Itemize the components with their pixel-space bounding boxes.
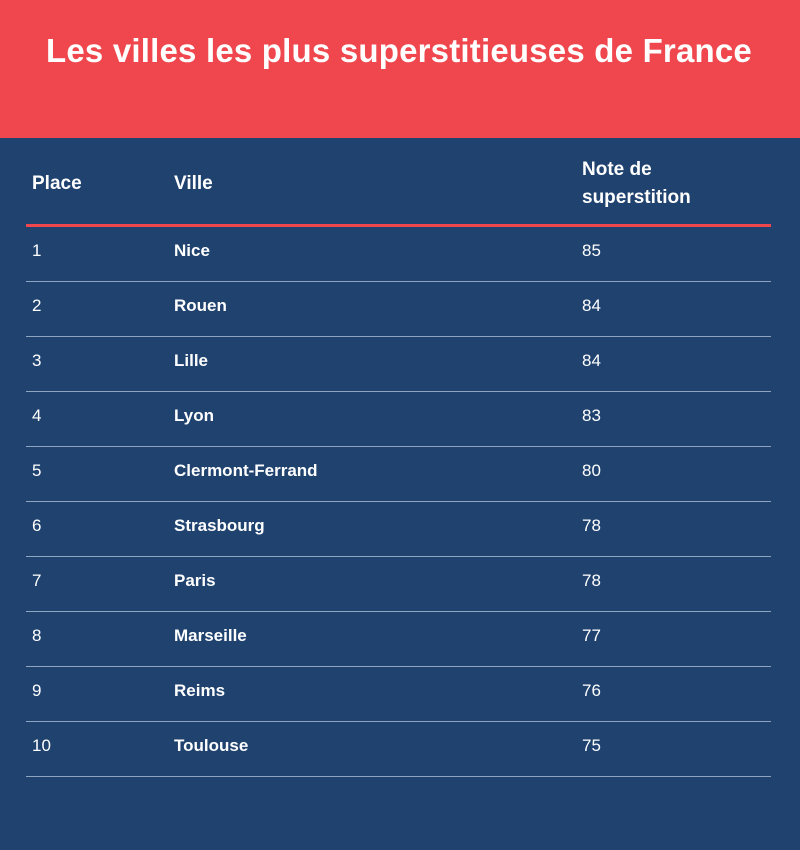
place-cell: 4 bbox=[32, 406, 42, 425]
note-cell: 77 bbox=[582, 626, 601, 645]
note-cell: 78 bbox=[582, 516, 601, 535]
ville-cell: Marseille bbox=[174, 626, 247, 645]
column-header-note: Note de superstition bbox=[582, 159, 691, 208]
place-cell: 1 bbox=[32, 241, 42, 260]
column-header-place: Place bbox=[32, 173, 82, 194]
column-header-ville: Ville bbox=[174, 173, 213, 194]
place-cell: 2 bbox=[32, 296, 42, 315]
ville-cell: Lille bbox=[174, 351, 209, 370]
place-cell: 7 bbox=[32, 571, 42, 590]
note-cell: 78 bbox=[582, 571, 601, 590]
ville-cell: Clermont-Ferrand bbox=[174, 461, 318, 480]
place-cell: 10 bbox=[32, 736, 51, 755]
ville-cell: Toulouse bbox=[174, 736, 249, 755]
table-row: 8 Marseille 77 bbox=[26, 612, 771, 667]
table-row: 4 Lyon 83 bbox=[26, 392, 771, 447]
page-title: Les villes les plus superstitieuses de F… bbox=[46, 32, 752, 69]
place-cell: 8 bbox=[32, 626, 42, 645]
table-row: 3 Lille 84 bbox=[26, 337, 771, 392]
table-row: 9 Reims 76 bbox=[26, 667, 771, 722]
place-cell: 6 bbox=[32, 516, 42, 535]
ville-cell: Nice bbox=[174, 241, 210, 260]
place-cell: 3 bbox=[32, 351, 42, 370]
note-cell: 75 bbox=[582, 736, 601, 755]
note-cell: 80 bbox=[582, 461, 601, 480]
table-row: 6 Strasbourg 78 bbox=[26, 502, 771, 557]
place-cell: 5 bbox=[32, 461, 42, 480]
superstition-table: Place Ville Note de superstition 1 Nice 85… bbox=[26, 138, 771, 777]
table-row: 1 Nice 85 bbox=[26, 227, 771, 282]
note-cell: 83 bbox=[582, 406, 601, 425]
ville-cell: Strasbourg bbox=[174, 516, 265, 535]
ville-cell: Paris bbox=[174, 571, 216, 590]
ville-cell: Reims bbox=[174, 681, 226, 700]
title-banner: Les villes les plus superstitieuses de F… bbox=[0, 0, 800, 138]
note-cell: 84 bbox=[582, 351, 601, 370]
table-row: 5 Clermont-Ferrand 80 bbox=[26, 447, 771, 502]
table-body: 1 Nice 85 2 Rouen 84 3 Lille 84 4 Lyon 83 5 Clermont-… bbox=[26, 227, 771, 777]
ville-cell: Lyon bbox=[174, 406, 214, 425]
place-cell: 9 bbox=[32, 681, 42, 700]
table-row: 2 Rouen 84 bbox=[26, 282, 771, 337]
note-cell: 84 bbox=[582, 296, 601, 315]
ville-cell: Rouen bbox=[174, 296, 227, 315]
note-cell: 85 bbox=[582, 241, 601, 260]
note-cell: 76 bbox=[582, 681, 601, 700]
table-row: 7 Paris 78 bbox=[26, 557, 771, 612]
table-row: 10 Toulouse 75 bbox=[26, 722, 771, 777]
table-header: Place Ville Note de superstition bbox=[26, 138, 771, 227]
